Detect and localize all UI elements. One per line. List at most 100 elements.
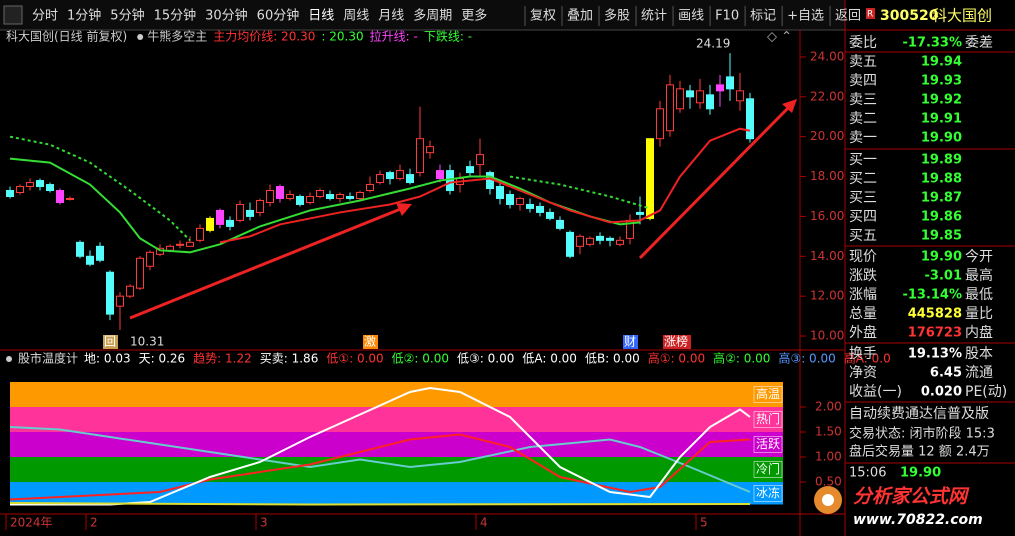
candle-body [586, 237, 594, 245]
event-marker[interactable] [103, 335, 118, 349]
arrow-head [396, 203, 412, 216]
toolbar-tab[interactable]: 30分钟 [205, 8, 248, 24]
toolbar-tab[interactable]: 分时 [32, 9, 58, 24]
candle-body [536, 205, 544, 213]
candle-body [656, 108, 664, 140]
indicator-item: 低③: 0.00 [457, 352, 514, 366]
band-label: 高温 [756, 386, 780, 401]
candle-body [26, 182, 34, 188]
quote-label: 卖三 [849, 92, 877, 108]
toolbar-tab[interactable]: 多周期 [413, 8, 452, 24]
date-label: 5 [700, 516, 708, 530]
candle-body [676, 88, 684, 110]
after-hours: 盘后交易量 12 额 2.4万 [849, 444, 990, 460]
indicator-item: 低B: 0.00 [585, 352, 640, 366]
stock-name: 科大国创 [932, 7, 992, 25]
quote-side: 最高 [965, 267, 993, 284]
toolbar-tab[interactable]: 15分钟 [154, 8, 197, 24]
candle-body [566, 231, 574, 257]
quote-label: 总量 [849, 306, 877, 322]
event-marker-label: 激 [364, 335, 376, 349]
candle-body [576, 235, 584, 247]
candle-body [126, 285, 134, 297]
toolbar-tab[interactable]: 60分钟 [257, 8, 300, 24]
pane-icons[interactable]: ◇ ⌃ [767, 30, 792, 45]
date-label: 2 [90, 516, 98, 530]
stock-label: 科大国创(日线 前复权) [6, 29, 127, 44]
toolbar-button[interactable]: 多股 [604, 8, 630, 24]
toolbar-button[interactable]: 统计 [641, 9, 667, 24]
candle-body [256, 199, 264, 213]
toolbar-tab[interactable]: 更多 [461, 8, 487, 24]
indicator-name: 牛熊多空主 [147, 29, 207, 44]
toolbar-button[interactable]: 复权 [530, 8, 556, 24]
quote-value: -3.01 [925, 269, 962, 284]
toolbar-tab[interactable]: 周线 [343, 9, 369, 24]
quote-value: 0.020 [921, 385, 962, 400]
quote-label: 委比 [849, 35, 877, 51]
quote-label: 卖四 [849, 73, 877, 89]
band-label: 冷门 [756, 461, 780, 476]
event-marker-label: 财 [624, 335, 636, 349]
toolbar-button[interactable]: 标记 [750, 9, 776, 24]
candle-body [136, 257, 144, 289]
candle-body [86, 255, 94, 265]
candle-body [106, 271, 114, 315]
toolbar-tab[interactable]: 月线 [378, 9, 404, 24]
quote-side: 量比 [965, 306, 993, 322]
y-tick-label: 16.00 [810, 209, 844, 223]
candle-body [606, 237, 614, 241]
toolbar-button[interactable]: F10 [715, 9, 739, 24]
indicator-item: 天: 0.26 [139, 352, 186, 366]
indicator-line [219, 127, 751, 244]
band-label-box [753, 461, 783, 478]
event-marker[interactable] [663, 335, 691, 349]
candle-body [496, 186, 504, 199]
candle-body [56, 190, 64, 203]
toolbar-button[interactable]: 画线 [678, 9, 704, 24]
indicator-line [9, 502, 751, 506]
price-annotation: 24.19 [696, 37, 730, 51]
legend-item: 下跌线: - [424, 29, 472, 44]
toolbar-button[interactable]: +自选 [787, 9, 824, 24]
tick-price: 19.90 [900, 466, 941, 481]
candle-body [396, 170, 404, 180]
y-tick-label: 14.00 [810, 249, 844, 263]
event-marker-label: 涨榜 [664, 334, 688, 349]
toolbar-tab[interactable]: 1分钟 [67, 8, 101, 24]
quote-label: 换手 [849, 345, 877, 362]
quote-value: 19.91 [921, 112, 962, 127]
candle-body [186, 241, 194, 247]
band-label-box [753, 436, 783, 453]
version-banner[interactable]: 自动续费通达信普及版 [849, 405, 989, 422]
y-tick-label: 24.00 [810, 49, 844, 63]
candle-body [506, 194, 514, 205]
candle-body [466, 166, 474, 174]
candle-body [246, 209, 254, 217]
watermark-url: www.70822.com [853, 512, 983, 528]
toolbar-tab[interactable]: 5分钟 [110, 8, 144, 24]
r-badge-text: R [867, 10, 873, 20]
event-marker[interactable] [623, 335, 638, 349]
band-label: 热门 [756, 411, 780, 426]
y-tick-label: 2.00 [815, 400, 842, 414]
quote-value: 176723 [908, 326, 962, 341]
quote-label: 买五 [849, 228, 877, 244]
indicator-line [509, 175, 651, 210]
event-marker[interactable] [363, 335, 378, 349]
indicator-item: 低①: 0.00 [326, 352, 383, 366]
candle-body [356, 192, 364, 199]
quote-side: 内盘 [965, 324, 993, 341]
toolbar-button[interactable]: 返回 [835, 9, 861, 24]
toolbar-button[interactable]: 叠加 [567, 9, 593, 24]
date-label: 4 [480, 516, 488, 530]
candle-body [16, 186, 24, 194]
toolbar-tab[interactable]: 日线 [308, 9, 334, 24]
quote-side: PE(动) [965, 384, 1007, 400]
candle-body [746, 98, 754, 140]
menu-icon[interactable] [3, 5, 23, 25]
quote-label: 卖五 [849, 54, 877, 70]
candle-body [376, 174, 384, 184]
